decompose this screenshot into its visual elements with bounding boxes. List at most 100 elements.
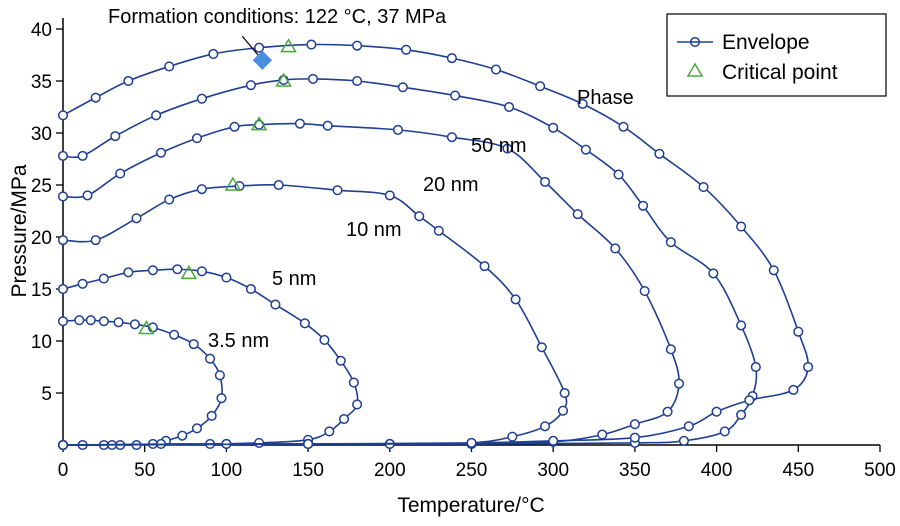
envelope-point [208, 48, 219, 60]
envelope-point [654, 148, 665, 159]
envelope-point [110, 131, 121, 142]
x-tick-label: 0 [58, 460, 69, 481]
envelope-point [129, 319, 140, 330]
y-axis-title: Pressure/MPa [8, 164, 31, 297]
envelope-series-3 [57, 118, 685, 451]
x-tick-label: 200 [374, 460, 406, 481]
x-tick-label: 150 [292, 460, 324, 481]
envelope-point [736, 320, 747, 331]
y-tick-label: 40 [31, 20, 52, 41]
critical-point [224, 176, 242, 191]
envelope-point [352, 399, 363, 410]
critical-point [275, 72, 292, 87]
formation-annotation: Formation conditions: 122 °C, 37 MPa [108, 6, 447, 28]
envelope-point [57, 439, 69, 451]
envelope-point [683, 421, 694, 432]
envelope-point [479, 261, 490, 272]
x-axis-title: Temperature/°C [397, 494, 544, 517]
envelope-point [629, 419, 640, 430]
x-tick-label: 500 [864, 460, 896, 481]
envelope-point [450, 90, 461, 101]
envelope-point [77, 278, 88, 289]
envelope-point [332, 185, 343, 196]
envelope-point [57, 110, 69, 121]
y-tick-label: 10 [31, 332, 52, 353]
envelope-point [338, 413, 350, 425]
envelope-curve [62, 122, 680, 446]
envelope-point [319, 334, 330, 346]
envelope-series-4 [57, 73, 761, 451]
envelope-point [303, 438, 314, 450]
y-tick-label: 30 [31, 124, 52, 145]
envelope-point [229, 121, 240, 132]
envelope-point [557, 405, 569, 416]
envelope-point [172, 264, 183, 275]
critical-point [280, 38, 297, 53]
envelope-point [115, 168, 126, 179]
x-tick-label: 400 [701, 460, 733, 481]
envelope-curve [62, 43, 809, 446]
envelope-curve [62, 183, 568, 446]
envelope-point [348, 377, 359, 388]
envelope-point [708, 268, 719, 279]
label-5nm: 5 nm [272, 268, 316, 290]
legend-critical-marker [686, 62, 704, 77]
envelope-point [548, 435, 559, 446]
critical-point [138, 320, 155, 335]
envelope-point [123, 267, 134, 278]
legend: Envelope Critical point [666, 13, 887, 97]
envelope-point [254, 437, 265, 448]
envelope-point [245, 283, 256, 295]
envelope-point [613, 169, 624, 180]
envelope-point [74, 315, 85, 326]
x-tick-label: 50 [134, 460, 155, 481]
envelope-series-1 [57, 264, 363, 451]
envelope-series-5 [57, 39, 814, 451]
envelope-point [196, 93, 207, 104]
envelope-point [131, 213, 142, 224]
envelope-point [113, 317, 124, 328]
envelope-point [57, 283, 69, 295]
envelope-point [306, 39, 317, 50]
envelope-point [736, 221, 747, 232]
envelope-point [639, 286, 650, 297]
x-tick-label: 100 [211, 460, 243, 481]
label-3-5nm: 3.5 nm [208, 330, 269, 352]
envelope-curve [62, 78, 758, 446]
envelope-point [535, 81, 546, 92]
envelope-point [572, 209, 583, 220]
envelope-point [665, 344, 676, 355]
phase-annotation: Phase [577, 87, 634, 109]
envelope-point [299, 318, 310, 329]
envelope-point [196, 266, 207, 277]
label-50nm: 50 nm [471, 135, 527, 157]
envelope-point [446, 53, 457, 64]
envelope-point [401, 44, 412, 55]
envelope-point [196, 184, 207, 195]
legend-envelope-marker [689, 36, 701, 48]
envelope-point [433, 225, 444, 236]
envelope-point [177, 430, 188, 441]
envelope-point [216, 393, 227, 404]
envelope-point [188, 339, 199, 350]
envelope-point [191, 133, 203, 144]
envelope-point [270, 299, 281, 310]
envelope-point [638, 200, 649, 211]
envelope-point [662, 406, 673, 417]
envelope-point [57, 150, 69, 161]
envelope-point [618, 121, 629, 132]
envelope-point [206, 410, 217, 421]
envelope-point [123, 75, 134, 87]
envelope-point [169, 329, 180, 340]
envelope-point [504, 101, 515, 113]
envelope-point [273, 179, 284, 191]
envelope-point [245, 80, 256, 91]
envelope-point [548, 122, 559, 133]
envelope-point [90, 235, 101, 246]
envelope-point [57, 316, 69, 327]
critical-point [250, 116, 268, 131]
y-tick-label: 35 [31, 72, 52, 93]
envelope-point [57, 235, 69, 246]
envelope-point [539, 176, 551, 187]
envelope-point [414, 211, 425, 222]
